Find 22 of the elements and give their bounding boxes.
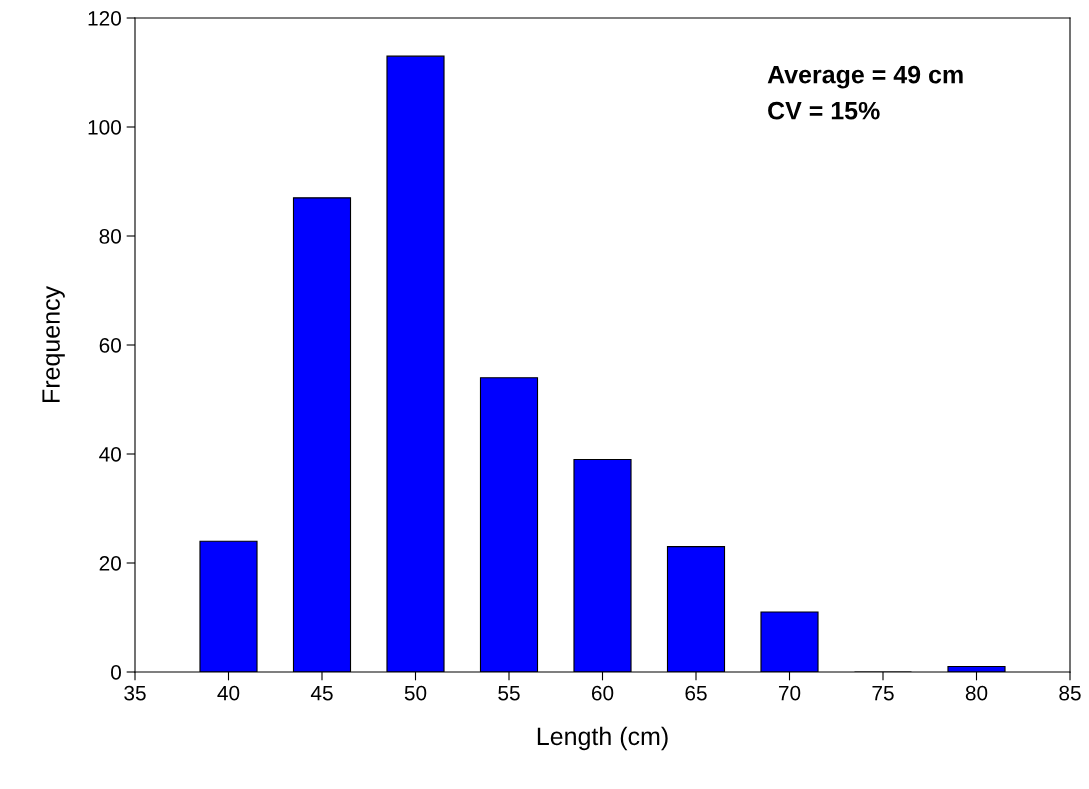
x-tick-label: 35: [124, 685, 146, 701]
y-tick-label: 0: [111, 665, 121, 680]
y-tick-label: 120: [88, 11, 121, 26]
x-tick-label: 85: [1059, 685, 1081, 701]
y-tick-label: 100: [88, 120, 121, 135]
x-axis-title: Length (cm): [537, 726, 668, 751]
y-tick-label: 20: [99, 556, 121, 571]
x-tick-label: 60: [591, 685, 614, 701]
x-tick-label: 65: [685, 685, 707, 701]
x-tick-label: 50: [404, 685, 427, 701]
x-tick-label: 75: [872, 685, 894, 701]
annotation: CV = 15%: [768, 101, 880, 120]
annotation: Average = 49 cm: [767, 65, 963, 89]
y-axis-title: Frequency: [42, 285, 65, 402]
x-tick-label: 55: [498, 685, 520, 701]
x-tick-label: 70: [778, 685, 801, 701]
y-tick-label: 80: [99, 229, 121, 244]
y-tick-label: 40: [99, 447, 121, 462]
x-tick-label: 40: [217, 685, 240, 701]
x-tick-label: 45: [310, 685, 333, 701]
x-tick-label: 80: [965, 685, 988, 701]
y-tick-label: 60: [99, 338, 121, 353]
